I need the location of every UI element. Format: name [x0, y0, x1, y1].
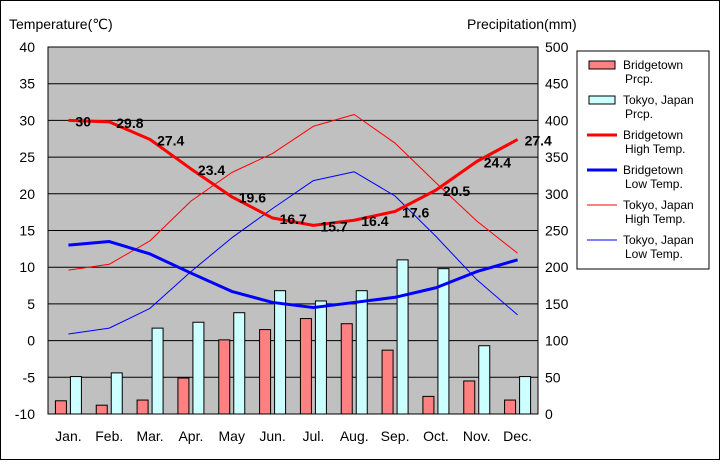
tokyo-prcp-bar: [519, 376, 532, 415]
legend-entry: Bridgetown Low Temp.: [623, 163, 683, 191]
legend-entry: Bridgetown Prcp.: [623, 58, 683, 86]
high-temp-data-label: 30: [75, 113, 91, 129]
right-tick-label: 450: [545, 76, 569, 92]
x-tick-label: Mar.: [136, 428, 163, 444]
legend-swatch: [588, 60, 616, 70]
left-tick-label: 10: [19, 259, 35, 275]
temperature-lines: [68, 114, 519, 335]
tokyo-high-line: [68, 114, 518, 271]
x-tick-label: Jun.: [259, 428, 285, 444]
left-tick-label: 35: [19, 76, 35, 92]
high-temp-data-label: 27.4: [157, 132, 184, 148]
tokyo-prcp-bar: [274, 290, 287, 415]
precipitation-bars: [54, 259, 532, 415]
right-tick-label: 150: [545, 296, 569, 312]
left-axis-ticks: 40 35 30 25 20 15 10 5 0 -5 -10: [15, 39, 35, 422]
bridgetown-prcp-bar: [259, 329, 272, 415]
bridgetown-high-line: [68, 118, 519, 227]
bridgetown-prcp-bar: [136, 399, 149, 415]
x-tick-label: Feb.: [95, 428, 123, 444]
right-tick-label: 50: [545, 369, 561, 385]
bridgetown-prcp-bar: [54, 400, 67, 415]
x-tick-label: May: [219, 428, 245, 444]
bridgetown-prcp-bar: [340, 323, 353, 415]
high-temp-data-label: 16.7: [280, 211, 307, 227]
legend-entry: Tokyo, Japan High Temp.: [623, 198, 694, 226]
right-tick-label: 500: [545, 39, 569, 55]
legend-entry: Tokyo, Japan Low Temp.: [623, 233, 694, 261]
bridgetown-prcp-bar: [504, 399, 517, 415]
high-temp-data-label: 15.7: [320, 218, 347, 234]
high-temp-data-label: 20.5: [443, 183, 470, 199]
right-tick-label: 0: [545, 406, 553, 422]
bridgetown-low-line: [68, 240, 518, 310]
high-temp-data-label: 17.6: [402, 204, 429, 220]
x-tick-label: Jan.: [55, 428, 81, 444]
bridgetown-prcp-bar: [299, 318, 312, 415]
high-temp-data-label: 29.8: [116, 115, 143, 131]
high-temp-data-label: 24.4: [484, 155, 511, 171]
right-axis-label: Precipitation(mm): [467, 16, 577, 32]
x-tick-label: Apr.: [178, 428, 203, 444]
right-tick-label: 350: [545, 149, 569, 165]
x-axis-ticks: Jan. Feb. Mar. Apr. May Jun. Jul. Aug. Sep. Oct. N…: [55, 428, 532, 444]
x-tick-label: Dec.: [503, 428, 532, 444]
left-tick-label: 0: [27, 333, 35, 349]
x-tick-label: Oct.: [423, 428, 449, 444]
left-tick-label: -5: [23, 369, 36, 385]
tokyo-prcp-bar: [151, 327, 164, 415]
tokyo-prcp-bar: [233, 312, 246, 415]
tokyo-prcp-bar: [437, 268, 450, 415]
left-tick-label: -10: [15, 406, 35, 422]
right-tick-label: 400: [545, 112, 569, 128]
bridgetown-prcp-bar: [381, 349, 394, 415]
tokyo-prcp-bar: [478, 345, 491, 415]
bridgetown-prcp-bar: [218, 339, 231, 415]
right-tick-label: 100: [545, 333, 569, 349]
x-tick-label: Sep.: [381, 428, 410, 444]
left-tick-label: 30: [19, 112, 35, 128]
tokyo-low-line: [68, 171, 518, 335]
x-tick-label: Nov.: [463, 428, 491, 444]
bridgetown-prcp-bar: [177, 377, 190, 415]
bridgetown-prcp-bar: [463, 380, 476, 415]
legend-box: [576, 50, 710, 270]
tokyo-prcp-bar: [69, 376, 82, 415]
tokyo-prcp-bar: [192, 321, 205, 415]
tokyo-prcp-bar: [110, 372, 123, 415]
bridgetown-prcp-bar: [95, 404, 108, 415]
plot-border: [47, 46, 539, 415]
left-tick-label: 40: [19, 39, 35, 55]
left-axis-label: Temperature(℃): [9, 16, 113, 32]
tokyo-prcp-bar: [396, 259, 409, 415]
left-tick-label: 25: [19, 149, 35, 165]
tokyo-prcp-bar: [314, 300, 327, 415]
legend-swatch: [588, 95, 616, 105]
x-tick-label: Aug.: [340, 428, 369, 444]
gridlines: [48, 83, 538, 378]
legend-entry: Bridgetown High Temp.: [623, 128, 685, 156]
right-tick-label: 250: [545, 223, 569, 239]
tokyo-prcp-bar: [355, 290, 368, 415]
left-tick-label: 15: [19, 223, 35, 239]
high-temp-data-label: 16.4: [361, 213, 388, 229]
legend-entry: Tokyo, Japan Prcp.: [623, 93, 694, 121]
x-tick-label: Jul.: [303, 428, 325, 444]
right-tick-label: 300: [545, 186, 569, 202]
high-temp-data-label: 19.6: [239, 190, 266, 206]
left-tick-label: 5: [27, 296, 35, 312]
left-tick-label: 20: [19, 186, 35, 202]
high-temp-data-label: 23.4: [198, 162, 225, 178]
legend: Bridgetown Prcp. Tokyo, Japan Prcp. Bridgeto…: [576, 50, 710, 270]
bridgetown-prcp-bar: [422, 395, 435, 415]
right-tick-label: 200: [545, 259, 569, 275]
